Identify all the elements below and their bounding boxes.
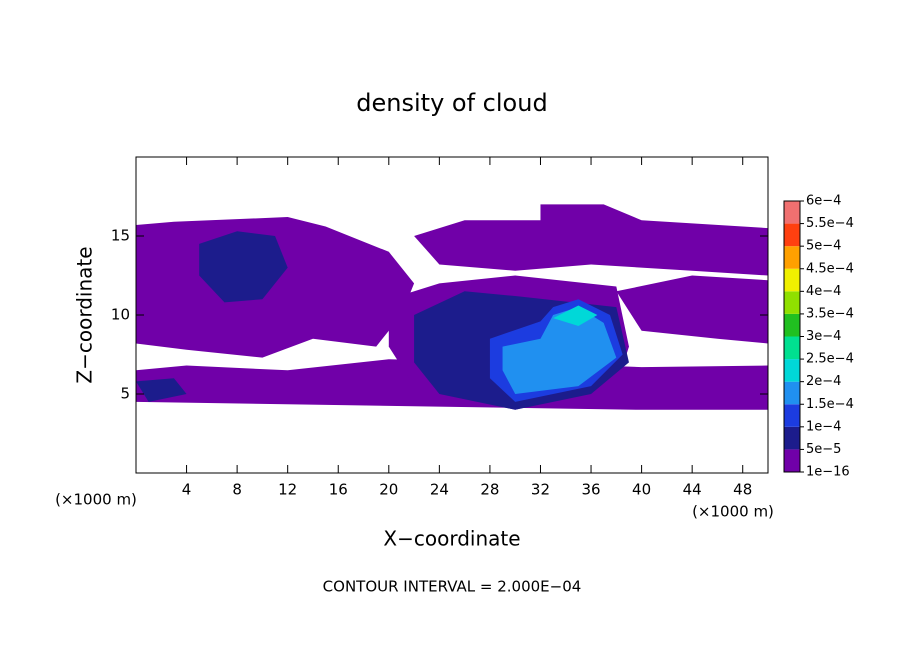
colorbar-label: 3e−4 [806, 329, 841, 344]
chart-title: density of cloud [356, 89, 547, 117]
colorbar-swatch [784, 426, 800, 450]
y-axis-label: Z−coordinate [73, 246, 97, 383]
colorbar-swatch [784, 336, 800, 360]
colorbar-swatch [784, 359, 800, 382]
contour-region [502, 307, 617, 394]
contour-region [616, 275, 768, 344]
colorbar-swatch [784, 291, 800, 314]
contour-region [199, 231, 288, 303]
colorbar-label: 2e−4 [806, 374, 841, 389]
colorbar-label: 1.5e−4 [806, 397, 854, 412]
x-tick-label: 20 [379, 481, 398, 499]
note: CONTOUR INTERVAL = 2.000E−04 [323, 578, 582, 596]
colorbar-label: 1e−4 [806, 419, 841, 434]
contour-region [414, 204, 768, 276]
colorbar-swatch [784, 268, 800, 292]
x-axis-label: X−coordinate [383, 527, 520, 551]
x-tick-label: 16 [329, 481, 348, 499]
x-tick-label: 40 [632, 481, 651, 499]
y-tick-label: 5 [120, 385, 130, 403]
colorbar-label: 6e−4 [806, 194, 841, 209]
x-tick-label: 32 [531, 481, 550, 499]
x-tick-label: 44 [683, 481, 702, 499]
x-tick-label: 12 [278, 481, 297, 499]
colorbar-swatch [784, 223, 800, 247]
x-tick-label: 8 [232, 481, 242, 499]
x-tick-label: 36 [581, 481, 600, 499]
y-tick-label: 15 [111, 227, 130, 245]
colorbar-label: 1e−16 [806, 465, 850, 480]
y-unit: (×1000 m) [55, 491, 137, 509]
colorbar-swatch [784, 313, 800, 337]
colorbar-label: 2.5e−4 [806, 352, 854, 367]
colorbar-label: 4.5e−4 [806, 261, 854, 276]
colorbar-swatch [784, 449, 800, 472]
x-unit: (×1000 m) [692, 503, 774, 521]
colorbar-swatch [784, 404, 800, 427]
y-tick-label: 10 [111, 306, 130, 324]
x-tick-label: 48 [733, 481, 752, 499]
colorbar-label: 5e−5 [806, 442, 841, 457]
x-tick-label: 4 [182, 481, 192, 499]
x-tick-label: 28 [480, 481, 499, 499]
colorbar-label: 4e−4 [806, 284, 841, 299]
colorbar-label: 3.5e−4 [806, 306, 854, 321]
contour-region [553, 305, 598, 327]
colorbar-label: 5e−4 [806, 239, 841, 254]
contour-region [136, 378, 187, 402]
x-tick-label: 24 [430, 481, 449, 499]
colorbar-label: 5.5e−4 [806, 216, 854, 231]
colorbar-swatch [784, 201, 800, 224]
colorbar-swatch [784, 246, 800, 269]
colorbar-swatch [784, 381, 800, 405]
